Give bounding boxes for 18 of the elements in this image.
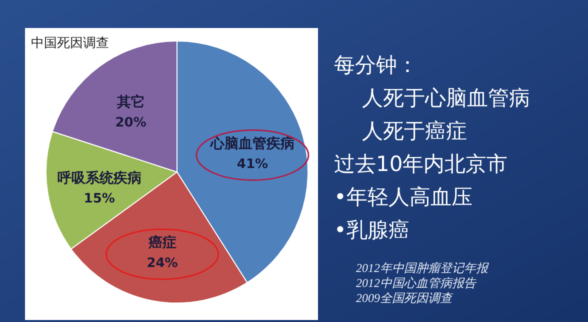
text: •乳腺癌 bbox=[334, 218, 410, 242]
data-label: 24% bbox=[146, 256, 178, 272]
text: 2009全国死因调查 bbox=[356, 291, 454, 305]
slice-label: 癌症 bbox=[147, 234, 176, 252]
text: 过去10年内北京市 bbox=[334, 152, 508, 176]
data-label: 15% bbox=[84, 191, 115, 206]
text: 人死于心脑血管病 bbox=[362, 86, 530, 110]
text: 2012中国心血管病报告 bbox=[356, 276, 477, 290]
text: 每分钟： bbox=[334, 53, 418, 77]
slice-label: 呼吸系统疾病 bbox=[57, 169, 142, 186]
slice-label: 其它 bbox=[116, 93, 145, 110]
chart-title: 中国死因调查 bbox=[31, 36, 109, 51]
data-label: 41% bbox=[236, 157, 268, 172]
text: 2012年中国肿瘤登记年报 bbox=[356, 261, 489, 275]
data-label: 20% bbox=[115, 115, 146, 130]
slice-label: 心脑血管疾病 bbox=[209, 135, 294, 152]
text: 人死于癌症 bbox=[362, 119, 467, 143]
text: •年轻人高血压 bbox=[334, 185, 472, 209]
